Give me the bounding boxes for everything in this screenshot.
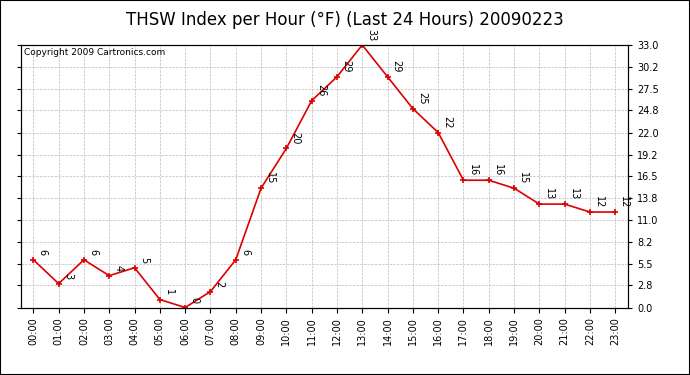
Text: 16: 16 xyxy=(493,164,503,176)
Text: 15: 15 xyxy=(518,172,529,184)
Text: 6: 6 xyxy=(88,249,98,256)
Text: 6: 6 xyxy=(37,249,48,256)
Text: 13: 13 xyxy=(569,188,579,200)
Text: 15: 15 xyxy=(265,172,275,184)
Text: 0: 0 xyxy=(189,297,199,303)
Text: 13: 13 xyxy=(544,188,553,200)
Text: 5: 5 xyxy=(139,257,149,264)
Text: 29: 29 xyxy=(341,60,351,73)
Text: Copyright 2009 Cartronics.com: Copyright 2009 Cartronics.com xyxy=(23,48,165,57)
Text: 6: 6 xyxy=(240,249,250,256)
Text: THSW Index per Hour (°F) (Last 24 Hours) 20090223: THSW Index per Hour (°F) (Last 24 Hours)… xyxy=(126,11,564,29)
Text: 33: 33 xyxy=(366,28,377,41)
Text: 12: 12 xyxy=(620,195,629,208)
Text: 20: 20 xyxy=(290,132,301,144)
Text: 26: 26 xyxy=(316,84,326,96)
Text: 12: 12 xyxy=(594,195,604,208)
Text: 2: 2 xyxy=(215,281,225,287)
Text: 29: 29 xyxy=(392,60,402,73)
Text: 3: 3 xyxy=(63,273,73,279)
Text: 25: 25 xyxy=(417,92,427,105)
Text: 4: 4 xyxy=(113,266,124,272)
Text: 16: 16 xyxy=(468,164,477,176)
Text: 22: 22 xyxy=(442,116,453,128)
Text: 1: 1 xyxy=(164,289,174,296)
